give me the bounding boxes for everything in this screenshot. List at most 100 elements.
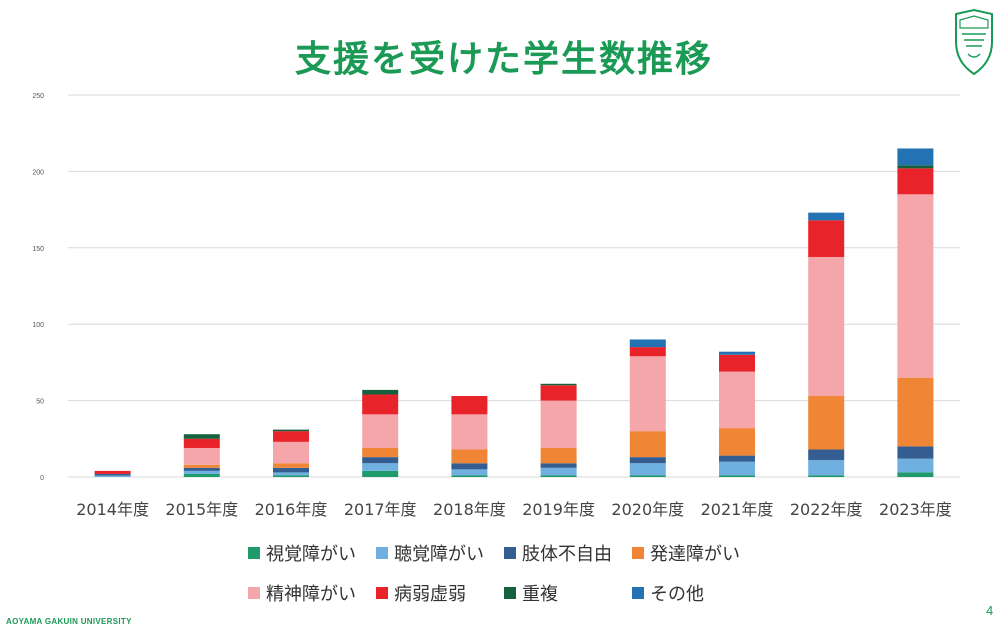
legend-item: 病弱虚弱	[376, 580, 504, 606]
bar-segment	[540, 475, 577, 477]
y-tick-label: 150	[32, 246, 44, 253]
bar-segment	[629, 356, 666, 432]
bar-segment	[719, 351, 755, 355]
bar-segment	[362, 457, 399, 464]
bar-segment	[183, 464, 220, 468]
legend-item: 聴覚障がい	[376, 540, 504, 566]
legend-label: 発達障がい	[650, 544, 740, 565]
bar-segment	[629, 347, 666, 357]
bar-segment	[273, 467, 309, 473]
bar-segment	[94, 473, 131, 476]
stacked-bar-chart: 0 50 100 150 200 250 2014年度 2015年度 2016年度 2017年度 2…	[32, 93, 960, 519]
bar-segment	[273, 429, 309, 432]
legend-label: 視覚障がい	[266, 544, 356, 565]
bar-segment	[451, 475, 488, 477]
legend-item: 精神障がい	[248, 580, 376, 606]
legend-label: 重複	[522, 584, 558, 605]
legend-swatch	[248, 587, 260, 599]
legend-label: 病弱虚弱	[394, 584, 466, 605]
legend-swatch	[376, 547, 388, 559]
legend-swatch	[632, 587, 644, 599]
legend-label: その他	[650, 584, 704, 605]
x-tick-label: 2019年度	[522, 500, 595, 519]
bar-segment	[451, 414, 488, 450]
bar-segment	[629, 463, 666, 476]
bar-segment	[897, 472, 934, 477]
bar-segment	[540, 467, 577, 476]
bar-segment	[719, 428, 755, 456]
bar-segment	[183, 467, 220, 471]
bar-segment	[451, 396, 488, 415]
bar-segment	[629, 431, 666, 458]
x-tick-label: 2015年度	[165, 500, 238, 519]
bar-segment	[273, 431, 309, 442]
legend-item: 発達障がい	[632, 540, 782, 566]
legend-swatch	[632, 547, 644, 559]
bar-segment	[362, 470, 399, 477]
university-footer: AOYAMA GAKUIN UNIVERSITY	[6, 617, 132, 626]
bar-segment	[183, 473, 220, 477]
bar-segment	[273, 463, 309, 468]
bar-segment	[719, 354, 755, 372]
bar-segment	[362, 463, 399, 471]
bar-segment	[808, 460, 845, 476]
bar-segment	[719, 371, 755, 429]
legend-label: 精神障がい	[266, 584, 356, 605]
bar-segment	[273, 441, 309, 464]
bar-segment	[362, 389, 399, 395]
bar-segment	[719, 455, 755, 462]
x-tick-label: 2023年度	[879, 500, 952, 519]
bar-segment	[897, 377, 934, 447]
bar-segment	[540, 447, 577, 464]
bar-segment	[897, 446, 934, 459]
bar-segment	[94, 475, 131, 477]
bar-segment	[719, 461, 755, 476]
x-tick-label: 2021年度	[701, 500, 774, 519]
bar-segment	[629, 339, 666, 348]
bar-segment	[540, 385, 577, 401]
legend-swatch	[376, 587, 388, 599]
legend-swatch	[248, 547, 260, 559]
university-shield-icon	[955, 8, 993, 76]
bar-segment	[897, 165, 934, 169]
legend-label: 肢体不自由	[522, 544, 612, 565]
bar-segment	[808, 212, 845, 221]
legend-item: 肢体不自由	[504, 540, 632, 566]
bar-segment	[540, 383, 577, 386]
slide-title: 支援を受けた学生数推移	[294, 39, 713, 80]
x-tick-label: 2018年度	[433, 500, 506, 519]
bar-segment	[629, 457, 666, 464]
x-tick-label: 2022年度	[790, 500, 863, 519]
bar-segment	[897, 168, 934, 195]
y-tick-label: 200	[32, 169, 44, 176]
bar-segment	[183, 447, 220, 465]
bar-segment	[897, 458, 934, 473]
bar-segment	[629, 475, 666, 477]
legend-label: 聴覚障がい	[394, 544, 484, 565]
bar-segment	[94, 470, 131, 474]
page-number: 4	[986, 603, 994, 618]
bar-segment	[362, 414, 399, 448]
bar-segment	[451, 469, 488, 476]
legend-item: 視覚障がい	[248, 540, 376, 566]
bar-segment	[808, 256, 845, 397]
bar-segment	[451, 463, 488, 470]
bar-segment	[183, 434, 220, 439]
legend-item: 重複	[504, 580, 632, 606]
y-tick-label: 50	[36, 399, 44, 406]
bar-segment	[808, 449, 845, 461]
legend-swatch	[504, 547, 516, 559]
x-tick-label: 2016年度	[255, 500, 328, 519]
legend-swatch	[504, 587, 516, 599]
x-tick-label: 2014年度	[76, 500, 149, 519]
bar-segment	[273, 472, 309, 476]
bar-segment	[808, 475, 845, 477]
bar-segment	[362, 447, 399, 458]
bar-segment	[897, 148, 934, 166]
bar-segment	[183, 438, 220, 448]
bar-segment	[362, 394, 399, 415]
bar-segment	[540, 463, 577, 468]
x-tick-label: 2020年度	[611, 500, 684, 519]
y-tick-label: 250	[32, 93, 44, 100]
bar-segment	[808, 396, 845, 450]
